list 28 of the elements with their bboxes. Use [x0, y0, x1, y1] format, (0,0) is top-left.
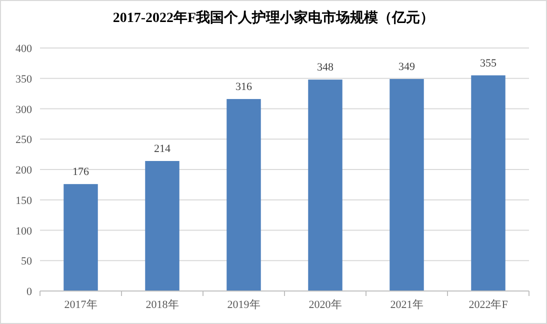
x-tick-label: 2019年	[227, 299, 260, 311]
bar	[64, 184, 98, 291]
x-tick-label: 2022年F	[468, 299, 508, 311]
chart-title: 2017-2022年F我国个人护理小家电市场规模（亿元）	[112, 9, 434, 26]
y-tick-label: 200	[16, 164, 32, 176]
y-tick-label: 350	[16, 73, 32, 86]
y-tick-label: 50	[21, 256, 32, 268]
bar	[390, 78, 424, 291]
x-tick-label: 2021年	[390, 299, 424, 311]
y-tick-label: 100	[16, 225, 32, 238]
bar	[226, 99, 261, 291]
data-label: 176	[72, 166, 90, 178]
data-label: 214	[154, 142, 171, 155]
x-tick-label: 2020年	[308, 299, 342, 311]
x-tick-label: 2018年	[146, 299, 179, 311]
data-label: 349	[398, 60, 416, 73]
bar	[471, 75, 506, 291]
data-label: 355	[480, 57, 497, 70]
y-tick-label: 400	[16, 43, 32, 55]
bar	[145, 160, 180, 291]
bar	[308, 80, 342, 291]
data-label: 348	[317, 62, 334, 74]
x-tick-label: 2017年	[64, 299, 98, 311]
data-label: 316	[236, 81, 252, 94]
y-tick-label: 300	[16, 104, 32, 116]
y-tick-label: 150	[16, 194, 32, 207]
y-tick-label: 0	[26, 286, 32, 298]
y-tick-label: 250	[16, 134, 32, 146]
